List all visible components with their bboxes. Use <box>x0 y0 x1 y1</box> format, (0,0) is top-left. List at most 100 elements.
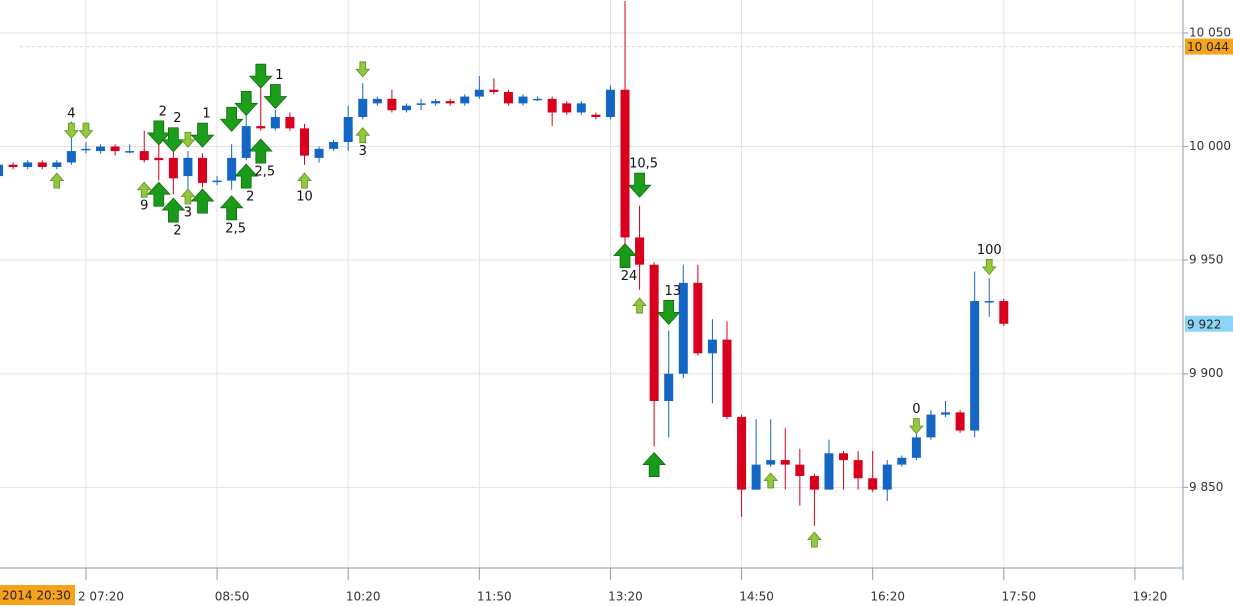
cursor-label: 2014 20:30 <box>2 589 71 603</box>
candle-body <box>533 98 543 101</box>
signal-arrow <box>136 181 152 198</box>
candle-body <box>81 148 91 151</box>
candle-body <box>649 264 659 402</box>
axes: 9 850 9 900 9 950 10 000 10 050 2 07:20 08:50 1… <box>0 25 1233 605</box>
candle-body <box>299 128 309 156</box>
signal-label: 2 <box>246 190 254 205</box>
y-tick-label: 9 950 <box>1189 253 1223 267</box>
signal-label: 10,5 <box>629 157 658 172</box>
signal-arrow <box>248 138 273 164</box>
candle-body <box>96 146 106 152</box>
signal-arrow <box>161 197 186 223</box>
candle-body <box>853 460 863 479</box>
signal-arrow <box>180 131 196 148</box>
candle-body <box>868 478 878 490</box>
candle-body <box>66 151 76 163</box>
candle-body <box>911 437 921 458</box>
signal-label: 2 <box>173 111 181 126</box>
signal-arrow <box>190 122 215 148</box>
candle-body <box>999 301 1009 324</box>
candle-body <box>693 282 703 354</box>
candle-body <box>737 416 747 490</box>
x-tick-label: 11:50 <box>477 590 512 604</box>
candle-body <box>198 157 208 183</box>
candle-body <box>431 101 441 104</box>
candle-body <box>503 92 513 104</box>
candle-body <box>285 117 295 129</box>
signal-arrow <box>807 531 822 548</box>
candle-body <box>941 412 951 415</box>
candle-body <box>897 457 907 465</box>
candle-body <box>0 164 4 177</box>
signal-label: 1 <box>275 68 283 83</box>
candle-body <box>547 98 557 113</box>
signal-arrow <box>642 452 667 478</box>
candle-body <box>241 126 251 158</box>
signal-arrow <box>297 172 312 189</box>
candle-body <box>168 157 178 179</box>
signal-arrow <box>146 181 171 207</box>
price-tag-label: 9 922 <box>1187 317 1221 331</box>
candle-body <box>52 162 62 167</box>
signal-label: 3 <box>184 206 192 221</box>
candles <box>0 1 1009 526</box>
candle-body <box>212 180 222 183</box>
candle-body <box>183 157 193 177</box>
signal-label: 2,5 <box>225 221 246 236</box>
signal-arrow <box>763 472 779 489</box>
signal-label: 4 <box>67 107 75 122</box>
signal-arrow <box>355 127 371 144</box>
candle-body <box>882 464 892 490</box>
signal-arrow <box>263 84 288 110</box>
x-tick-label: 10:20 <box>346 590 381 604</box>
candle-body <box>766 460 776 465</box>
signal-label: 1 <box>202 107 210 122</box>
candle-body <box>839 453 849 461</box>
candle-body <box>37 162 47 167</box>
signal-arrow <box>219 106 244 132</box>
x-tick-label: 19:20 <box>1133 590 1168 604</box>
signal-label: 10 <box>296 190 313 205</box>
price-tag <box>1185 315 1233 332</box>
candle-body <box>401 105 411 111</box>
candle-body <box>125 151 135 153</box>
signal-arrow <box>632 297 647 314</box>
x-tick-label: 13:20 <box>608 590 643 604</box>
signal-arrow <box>234 163 259 189</box>
candle-body <box>314 148 324 158</box>
candle-body <box>329 142 339 149</box>
y-tick-label: 10 050 <box>1189 25 1231 39</box>
candle-body <box>635 237 645 265</box>
candle-body <box>23 162 33 167</box>
candle-body <box>576 103 586 113</box>
signal-label: 24 <box>621 269 638 284</box>
candle-body <box>824 453 834 490</box>
candle-body <box>518 96 528 104</box>
signal-arrow <box>355 61 371 78</box>
signal-arrow <box>656 299 681 325</box>
candle-body <box>358 98 368 118</box>
signal-arrow <box>613 243 637 269</box>
candle-body <box>460 96 470 104</box>
signal-label: 2 <box>159 104 167 119</box>
signal-label: 13 <box>664 284 681 299</box>
candle-body <box>270 117 280 129</box>
candle-body <box>984 301 994 303</box>
signal-arrow <box>234 90 259 116</box>
x-tick-label: 08:50 <box>215 590 250 604</box>
candle-body <box>605 89 615 118</box>
candle-body <box>372 98 382 104</box>
y-tick-label: 10 000 <box>1189 139 1231 153</box>
x-tick-label: 14:50 <box>739 590 774 604</box>
x-tick-label: 17:50 <box>1002 590 1037 604</box>
price-tag-label: 10 044 <box>1187 40 1229 54</box>
candle-body <box>809 475 819 490</box>
candle-body <box>256 126 266 129</box>
signal-label: 3 <box>359 144 367 159</box>
signal-label: 2,5 <box>254 165 275 180</box>
signal-arrow <box>146 120 171 146</box>
candle-body <box>154 157 164 161</box>
candle-body <box>489 89 499 93</box>
